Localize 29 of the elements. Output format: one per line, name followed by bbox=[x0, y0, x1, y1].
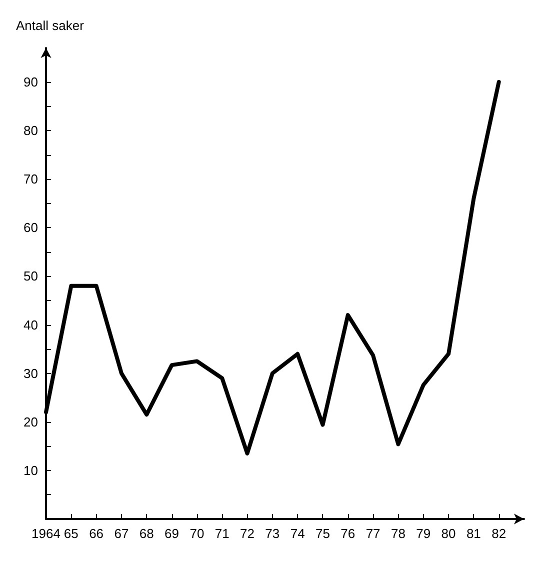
y-tick-label: 80 bbox=[24, 123, 38, 138]
x-tick-label: 66 bbox=[89, 526, 104, 541]
x-tick-label: 76 bbox=[340, 526, 356, 541]
y-tick-label: 20 bbox=[24, 414, 38, 430]
y-tick-label: 10 bbox=[24, 462, 38, 478]
x-tick-label: 70 bbox=[190, 526, 204, 541]
x-tick-label: 67 bbox=[114, 526, 129, 541]
x-tick-label: 81 bbox=[466, 526, 481, 541]
x-tick-label: 71 bbox=[214, 526, 230, 541]
x-tick-label: 78 bbox=[390, 526, 406, 541]
y-tick-label: 90 bbox=[24, 74, 38, 90]
x-tick-label: 1964 bbox=[32, 526, 60, 541]
x-tick-label: 82 bbox=[492, 526, 506, 541]
y-axis-title: Antall saker bbox=[16, 18, 85, 33]
y-tick-label: 60 bbox=[24, 220, 38, 236]
x-tick-label: 75 bbox=[316, 526, 330, 541]
x-tick-label: 72 bbox=[240, 526, 254, 541]
y-tick-label: 30 bbox=[24, 366, 38, 381]
x-tick-label: 74 bbox=[290, 526, 305, 541]
x-tick-label: 79 bbox=[416, 526, 431, 541]
x-tick-label: 65 bbox=[64, 526, 78, 541]
y-tick-label: 50 bbox=[24, 268, 38, 284]
x-tick-label: 68 bbox=[139, 526, 154, 541]
x-tick-label: 77 bbox=[366, 526, 380, 541]
x-tick-label: 73 bbox=[265, 526, 280, 541]
x-tick-label: 80 bbox=[441, 526, 456, 541]
y-tick-label: 70 bbox=[24, 172, 38, 187]
x-tick-label: 69 bbox=[164, 526, 180, 541]
y-tick-label: 40 bbox=[24, 317, 38, 332]
